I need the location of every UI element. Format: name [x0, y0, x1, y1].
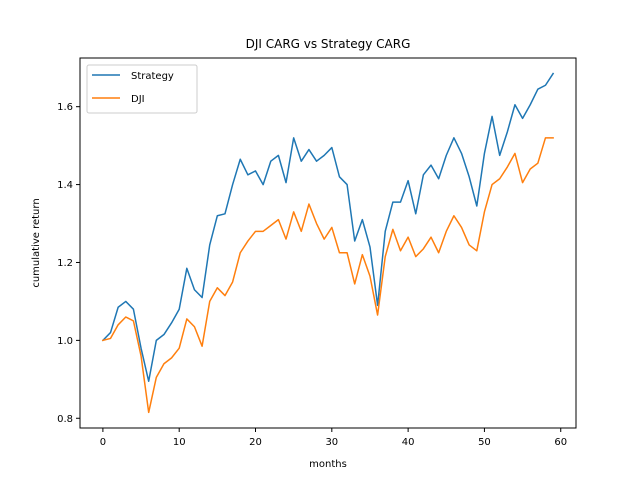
series-line-strategy: [101, 72, 555, 383]
legend-label-strategy: Strategy: [131, 71, 174, 82]
x-tick-label: 40: [402, 437, 415, 448]
ticks-layer: 0 10 20 30 40 50 60 0.8 1.0 1.2 1.4 1.6: [57, 102, 567, 448]
y-axis-label: cumulative return: [31, 198, 42, 287]
y-tick-label: 1.4: [57, 180, 73, 191]
chart-title: DJI CARG vs Strategy CARG: [246, 37, 411, 51]
axes-frame: [79, 57, 577, 429]
x-axis-label: months: [309, 459, 347, 470]
series-line-dji: [101, 137, 554, 414]
x-tick-label: 20: [249, 437, 262, 448]
x-tick-label: 60: [554, 437, 567, 448]
y-tick-label: 0.8: [57, 414, 73, 425]
legend: Strategy DJI: [86, 64, 198, 114]
series-layer: [101, 72, 555, 414]
x-tick-label: 30: [325, 437, 338, 448]
y-tick-label: 1.2: [57, 258, 73, 269]
legend-box: [86, 64, 198, 114]
x-tick-label: 10: [173, 437, 186, 448]
legend-label-dji: DJI: [131, 94, 145, 105]
y-tick-label: 1.0: [57, 336, 73, 347]
y-tick-label: 1.6: [57, 102, 73, 113]
x-tick-label: 50: [478, 437, 491, 448]
x-tick-label: 0: [100, 437, 106, 448]
